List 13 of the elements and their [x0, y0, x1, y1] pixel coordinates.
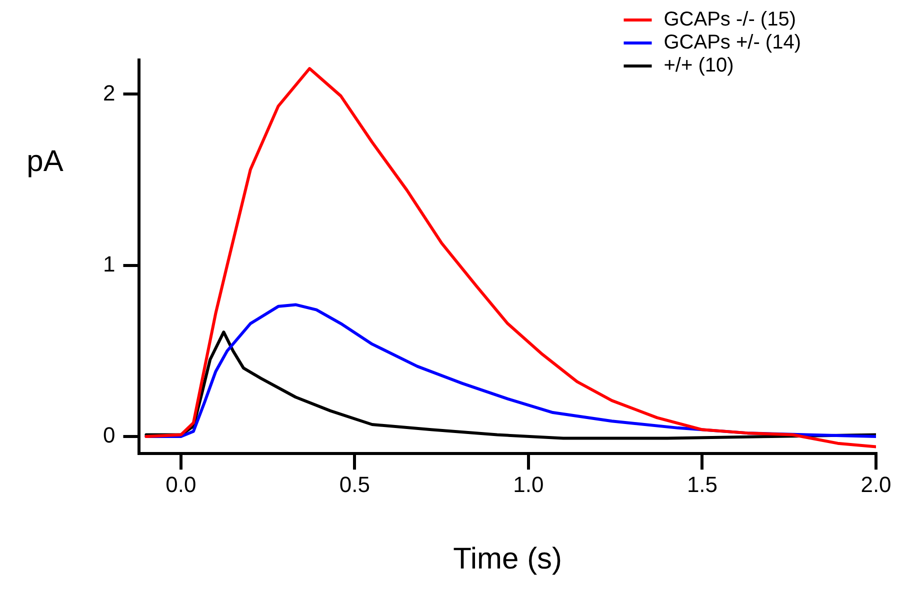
legend-label: GCAPs -/- (15) [664, 8, 796, 31]
y-tick-label: 1 [102, 251, 116, 276]
x-tick-label: 1.5 [686, 472, 718, 497]
x-tick-label: 1.0 [513, 472, 544, 497]
x-tick-label: 2.0 [860, 472, 892, 497]
y-tick-label: 2 [102, 80, 116, 106]
x-tick-label: 0.5 [339, 472, 370, 497]
x-tick-label: 0.0 [166, 472, 196, 497]
y-tick-label: 0 [102, 422, 116, 448]
y-axis-title: pA [26, 144, 64, 178]
legend-label: GCAPs +/- (14) [664, 32, 802, 54]
legend-label: +/+ (10) [664, 54, 734, 77]
x-axis-title: Time (s) [453, 542, 562, 576]
